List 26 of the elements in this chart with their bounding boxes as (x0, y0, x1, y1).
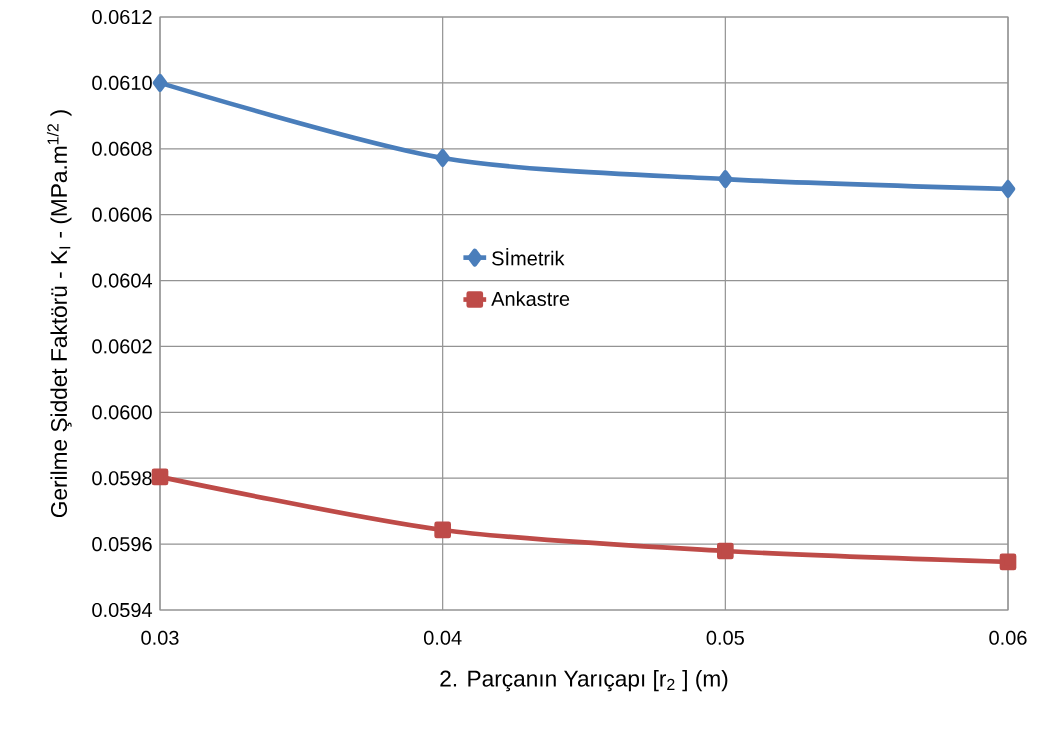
point (718, 170, 733, 189)
point (1000, 179, 1016, 198)
legend-label: Sİmetrik (492, 247, 565, 266)
y-tick-label: 0.0596 (92, 537, 152, 552)
y-tick-label: 0.0604 (92, 273, 153, 288)
y-tick-label: 0.0602 (92, 339, 152, 354)
y-axis-title: Gerilme Şiddet Faktörü - K$_{I}$ - (MPa.m$^{1/2}$ ) (46, 110, 72, 518)
point (435, 149, 451, 168)
y-tick-label: 0.0600 (92, 405, 152, 420)
legend-label: Ankastre (491, 291, 570, 306)
x-tick-label: 0.06 (989, 630, 1027, 645)
x-tick-label: 0.04 (423, 630, 462, 645)
point (152, 73, 168, 92)
point (717, 542, 734, 560)
point (999, 553, 1017, 571)
point (151, 468, 169, 486)
x-tick-label: 0.03 (141, 630, 179, 645)
y-tick-label: 0.0610 (92, 75, 152, 90)
y-tick-label: 0.0598 (92, 471, 152, 486)
point (434, 521, 452, 539)
x-tick-label: 0.05 (706, 630, 744, 645)
y-tick-label: 0.0612 (92, 9, 152, 25)
y-tick-label: 0.0608 (92, 141, 152, 156)
x-axis-title: 2. Parçanın Yarıçapı [r$_{2}$ ] (m) (440, 670, 728, 692)
y-tick-label: 0.0606 (92, 207, 152, 222)
y-tick-label: 0.0594 (92, 602, 153, 618)
